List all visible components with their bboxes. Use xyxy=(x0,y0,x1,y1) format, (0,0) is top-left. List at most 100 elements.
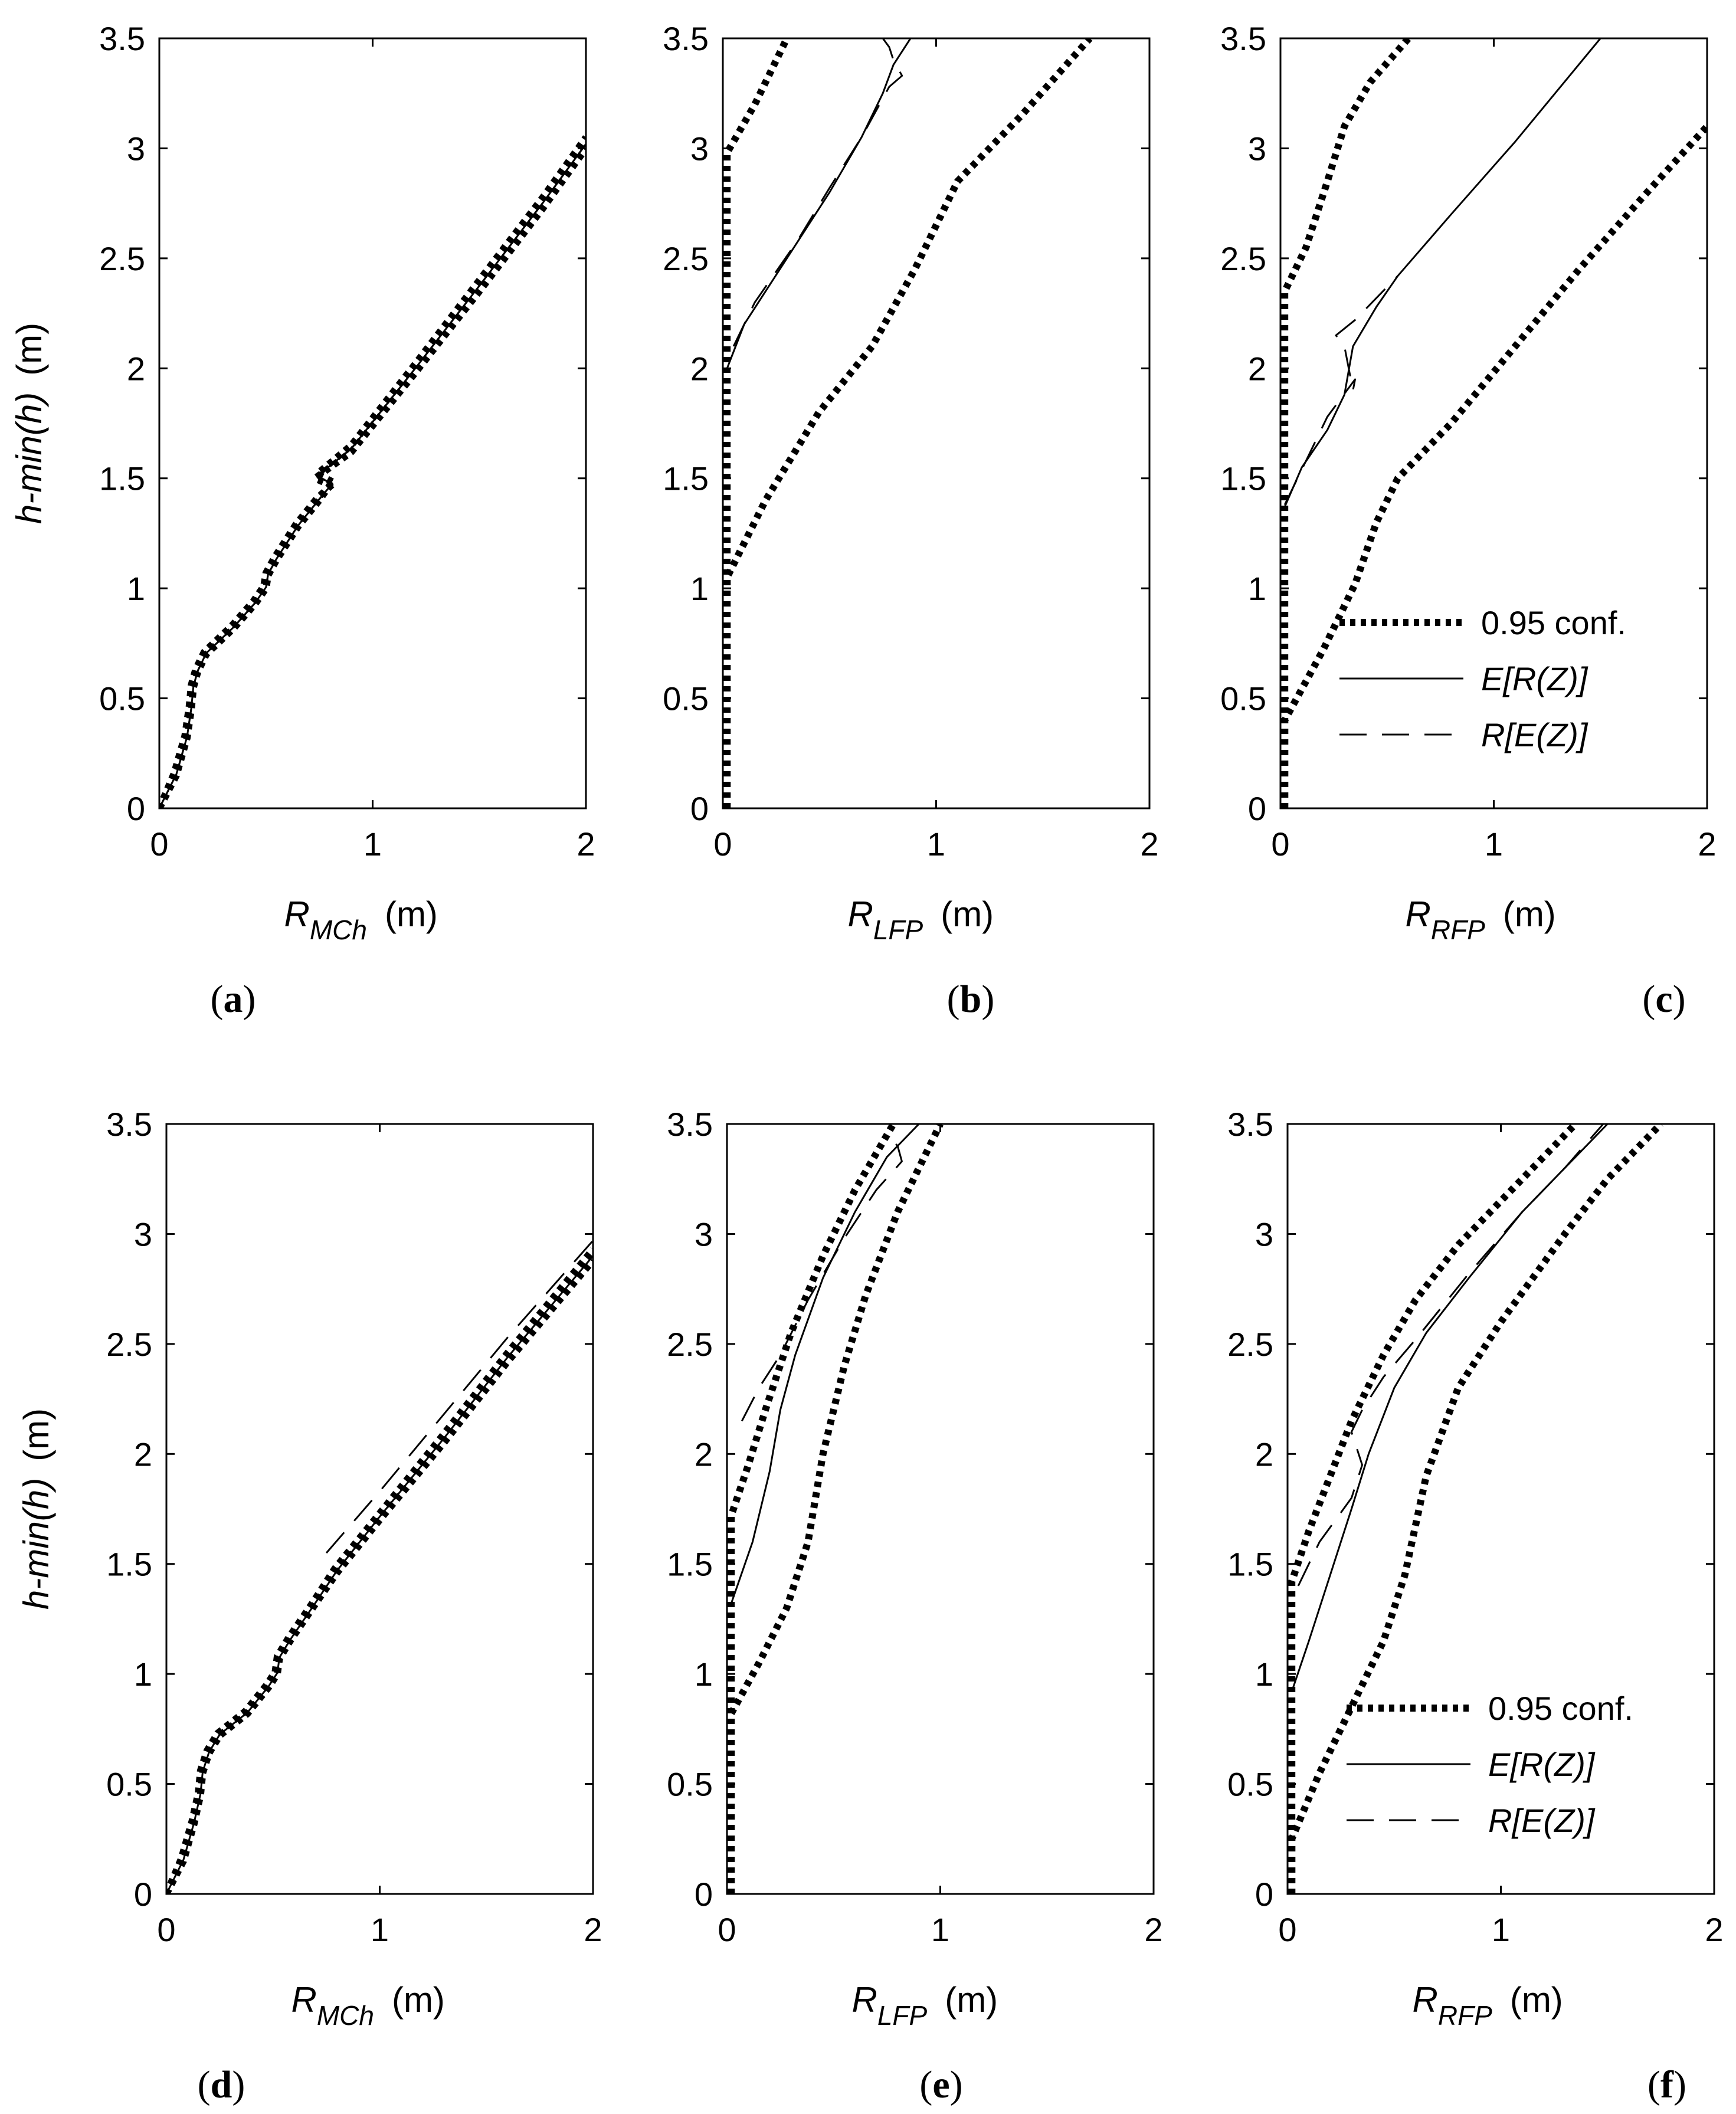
y-tick-label: 3 xyxy=(695,1215,713,1253)
y-tick-label: 2.5 xyxy=(99,240,145,277)
y-tick-label: 2.5 xyxy=(106,1326,152,1363)
series-solid-line xyxy=(166,1255,593,1894)
x-tick-label: 1 xyxy=(927,825,945,863)
legend-label: R[E(Z)] xyxy=(1481,716,1588,753)
panel-e: 0 0.5 1 1.5 2 2.5 3 3.5 0 1 2 RLFP (m) (e) xyxy=(667,1106,1162,2106)
y-tick-label: 3.5 xyxy=(99,20,145,57)
y-tick-label: 3.5 xyxy=(663,20,709,57)
x-tick-label: 0 xyxy=(157,1911,175,1948)
y-tick-label: 0 xyxy=(134,1876,152,1913)
series-dotted-line xyxy=(728,1124,897,1894)
y-tick-label: 1.5 xyxy=(106,1546,152,1583)
y-tick-label: 0 xyxy=(690,790,709,827)
series-dotted-line xyxy=(728,1124,944,1894)
x-tick-label: 2 xyxy=(584,1911,602,1948)
x-tick-label: 1 xyxy=(1485,825,1503,863)
legend-label: E[R(Z)] xyxy=(1488,1746,1596,1783)
x-tick-label: 2 xyxy=(1705,1911,1723,1948)
y-tick-label: 0 xyxy=(1255,1876,1273,1913)
series-dotted-line xyxy=(1288,1124,1663,1894)
y-axis-label: h-min(h)(m) xyxy=(17,1408,56,1610)
series-solid-line xyxy=(726,38,912,369)
plot-frame xyxy=(726,1123,1155,1895)
x-tick-label: 0 xyxy=(718,1911,736,1948)
series-dotted-line xyxy=(166,1258,593,1894)
y-tick-label: 0.5 xyxy=(667,1766,713,1803)
x-axis-label: RLFP (m) xyxy=(852,1980,998,2031)
series-dashed-line xyxy=(159,143,586,808)
series-dotted-line xyxy=(159,146,586,808)
y-tick-label: 3 xyxy=(1248,130,1266,167)
panel-label: (d) xyxy=(198,2063,245,2106)
y-tick-label: 3 xyxy=(134,1215,152,1253)
y-tick-label: 2 xyxy=(127,350,145,387)
panel-label: (f) xyxy=(1647,2063,1686,2106)
y-tick-label: 3.5 xyxy=(667,1106,713,1143)
x-axis-label: RLFP (m) xyxy=(848,894,994,945)
y-tick-label: 3 xyxy=(1255,1215,1273,1253)
x-tick-label: 1 xyxy=(1492,1911,1510,1948)
y-tick-label: 2.5 xyxy=(667,1326,713,1363)
x-tick-label: 0 xyxy=(1271,825,1289,863)
y-tick-label: 1 xyxy=(1248,570,1266,607)
panel-f: 0 0.5 1 1.5 2 2.5 3 3.5 0 1 2 RRFP (m) (f) 0.95 conf. E… xyxy=(1227,1106,1723,2106)
plot-frame xyxy=(722,37,1151,809)
y-tick-label: 1 xyxy=(1255,1656,1273,1693)
legend-label: E[R(Z)] xyxy=(1481,660,1588,697)
y-tick-label: 3.5 xyxy=(1220,20,1266,57)
panel-c: 0 0.5 1 1.5 2 2.5 3 3.5 0 1 2 RRFP (m) (c) 0.95 conf. E… xyxy=(1220,20,1716,1021)
panel-a: 0 0.5 1 1.5 2 2.5 3 3.5 0 1 2 h-min(h)(m) RMCh (m) (a) xyxy=(9,20,595,1021)
legend: 0.95 conf. E[R(Z)] R[E(Z)] xyxy=(1347,1690,1633,1839)
x-tick-label: 0 xyxy=(1278,1911,1296,1948)
series-dashed-line xyxy=(325,1240,593,1554)
x-axis-label: RMCh (m) xyxy=(291,1980,445,2031)
y-tick-label: 1 xyxy=(127,570,145,607)
y-tick-label: 1 xyxy=(695,1656,713,1693)
series-solid-line xyxy=(159,143,586,808)
y-tick-label: 0 xyxy=(695,1876,713,1913)
y-axis-label: h-min(h)(m) xyxy=(9,323,49,524)
y-tick-label: 1 xyxy=(134,1656,152,1693)
x-tick-label: 2 xyxy=(577,825,595,863)
y-tick-label: 2 xyxy=(1255,1435,1273,1473)
series-dotted-line xyxy=(1288,1124,1578,1894)
y-tick-label: 2 xyxy=(1248,350,1266,387)
y-tick-label: 3.5 xyxy=(1227,1106,1273,1143)
x-tick-label: 1 xyxy=(363,825,382,863)
x-axis-label: RRFP (m) xyxy=(1413,1980,1563,2031)
y-tick-label: 1.5 xyxy=(99,460,145,497)
legend-label: 0.95 conf. xyxy=(1488,1690,1633,1727)
y-tick-label: 0.5 xyxy=(1227,1766,1273,1803)
series-dotted-line xyxy=(723,38,1093,808)
panel-label: (c) xyxy=(1642,978,1685,1021)
panel-label: (b) xyxy=(947,978,995,1021)
series-solid-line xyxy=(1283,38,1601,507)
y-tick-label: 2.5 xyxy=(663,240,709,277)
series-dotted-line xyxy=(723,38,790,808)
legend-label: R[E(Z)] xyxy=(1488,1802,1596,1839)
y-tick-label: 2.5 xyxy=(1220,240,1266,277)
x-tick-label: 0 xyxy=(713,825,732,863)
panel-b: 0 0.5 1 1.5 2 2.5 3 3.5 0 1 2 RLFP (m) (b) xyxy=(663,20,1158,1021)
x-tick-label: 2 xyxy=(1144,1911,1162,1948)
series-solid-line xyxy=(730,1124,920,1604)
legend-label: 0.95 conf. xyxy=(1481,604,1626,641)
x-tick-label: 2 xyxy=(1140,825,1158,863)
y-tick-label: 0.5 xyxy=(106,1766,152,1803)
series-dotted-line xyxy=(166,1247,593,1894)
x-tick-label: 0 xyxy=(150,825,168,863)
y-tick-label: 1.5 xyxy=(663,460,709,497)
y-tick-label: 2 xyxy=(134,1435,152,1473)
y-tick-label: 1.5 xyxy=(667,1546,713,1583)
y-tick-label: 1.5 xyxy=(1227,1546,1273,1583)
y-tick-label: 0 xyxy=(127,790,145,827)
series-dotted-line xyxy=(1281,124,1707,808)
panel-d: 0 0.5 1 1.5 2 2.5 3 3.5 0 1 2 h-min(h)(m) RMCh (m) (d) xyxy=(17,1106,602,2106)
panel-label: (a) xyxy=(211,978,256,1021)
x-axis-label: RRFP (m) xyxy=(1406,894,1556,945)
legend: 0.95 conf. E[R(Z)] R[E(Z)] xyxy=(1339,604,1626,753)
y-tick-label: 3 xyxy=(690,130,709,167)
y-tick-label: 1.5 xyxy=(1220,460,1266,497)
x-axis-label: RMCh (m) xyxy=(284,894,438,945)
